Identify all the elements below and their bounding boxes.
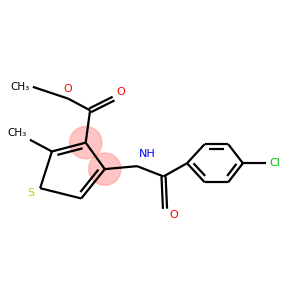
Text: NH: NH — [139, 149, 155, 159]
Text: CH₃: CH₃ — [8, 128, 27, 138]
Text: Cl: Cl — [269, 158, 280, 168]
Text: O: O — [169, 210, 178, 220]
Circle shape — [88, 153, 121, 185]
Text: O: O — [116, 87, 125, 97]
Text: S: S — [27, 188, 34, 198]
Circle shape — [70, 127, 102, 159]
Text: O: O — [64, 84, 72, 94]
Text: CH₃: CH₃ — [11, 82, 30, 92]
